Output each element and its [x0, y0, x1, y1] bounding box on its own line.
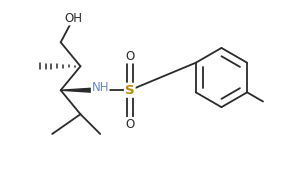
Text: S: S: [125, 84, 135, 97]
Text: OH: OH: [64, 12, 82, 25]
Polygon shape: [61, 88, 100, 93]
Text: O: O: [125, 118, 135, 131]
Text: NH: NH: [91, 82, 109, 94]
Text: O: O: [125, 50, 135, 63]
